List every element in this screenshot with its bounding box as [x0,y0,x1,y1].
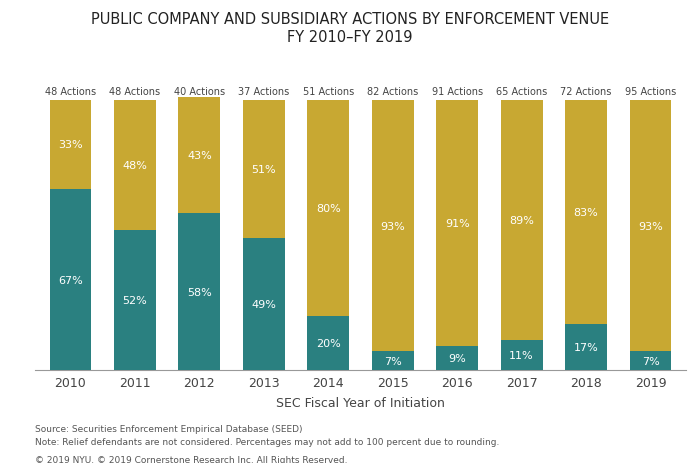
Text: 43%: 43% [187,151,211,161]
Text: 11%: 11% [510,350,534,361]
Text: PUBLIC COMPANY AND SUBSIDIARY ACTIONS BY ENFORCEMENT VENUE: PUBLIC COMPANY AND SUBSIDIARY ACTIONS BY… [91,12,609,26]
Text: 40 Actions: 40 Actions [174,87,225,97]
Text: 91%: 91% [444,219,470,228]
Text: 51%: 51% [251,164,276,175]
Bar [372,100,414,351]
Bar [629,100,671,351]
Bar [436,346,478,370]
Text: Source: Securities Enforcement Empirical Database (SEED): Source: Securities Enforcement Empirical… [35,424,302,432]
Text: 83%: 83% [574,207,598,218]
Text: 20%: 20% [316,338,341,349]
Text: 7%: 7% [384,356,402,366]
Bar [243,238,285,370]
Bar [307,316,349,370]
Bar [629,351,671,370]
Text: 52%: 52% [122,295,147,305]
Text: 91 Actions: 91 Actions [432,87,483,97]
Text: 33%: 33% [58,140,83,150]
Bar [50,190,92,370]
Text: 48%: 48% [122,160,147,170]
Bar [500,100,542,341]
Bar [307,100,349,316]
Bar [565,100,607,325]
Text: 93%: 93% [380,221,405,231]
Bar [436,100,478,346]
Text: © 2019 NYU. © 2019 Cornerstone Research Inc. All Rights Reserved.: © 2019 NYU. © 2019 Cornerstone Research … [35,455,347,463]
Text: 17%: 17% [574,343,598,352]
Bar [243,100,285,238]
Text: 7%: 7% [642,356,659,366]
Bar [114,100,156,230]
Bar [500,341,542,370]
Text: 72 Actions: 72 Actions [561,87,612,97]
Text: 49%: 49% [251,299,276,309]
Bar [178,214,220,370]
X-axis label: SEC Fiscal Year of Initiation: SEC Fiscal Year of Initiation [276,396,445,409]
Text: 67%: 67% [58,275,83,285]
Bar [565,325,607,370]
Text: 80%: 80% [316,204,341,213]
Bar [50,100,92,190]
Bar [178,98,220,214]
Text: FY 2010–FY 2019: FY 2010–FY 2019 [287,30,413,45]
Text: 51 Actions: 51 Actions [302,87,354,97]
Text: 89%: 89% [509,216,534,225]
Text: 37 Actions: 37 Actions [238,87,289,97]
Text: 65 Actions: 65 Actions [496,87,547,97]
Text: 58%: 58% [187,287,211,297]
Text: 9%: 9% [448,353,466,363]
Text: Note: Relief defendants are not considered. Percentages may not add to 100 perce: Note: Relief defendants are not consider… [35,438,499,446]
Bar [114,230,156,370]
Text: 93%: 93% [638,221,663,231]
Text: 48 Actions: 48 Actions [109,87,160,97]
Text: 48 Actions: 48 Actions [45,87,96,97]
Text: 82 Actions: 82 Actions [367,87,419,97]
Bar [372,351,414,370]
Text: 95 Actions: 95 Actions [625,87,676,97]
